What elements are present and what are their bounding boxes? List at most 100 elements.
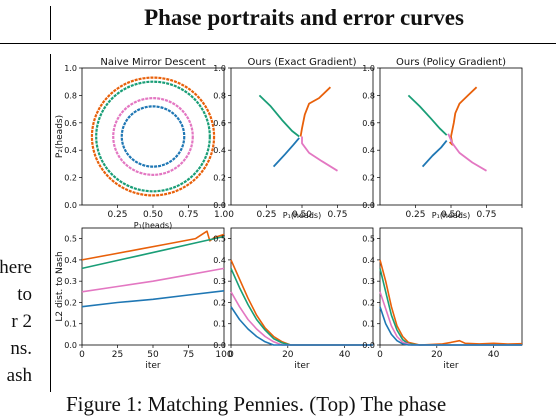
tick-label: 0.1 <box>362 320 375 329</box>
left-text-line: to <box>17 284 32 305</box>
tick-label: 20 <box>282 350 294 360</box>
tick-label: 100 <box>215 350 232 360</box>
tick-label: 0.0 <box>362 341 375 350</box>
tick-label: 1.0 <box>362 64 375 73</box>
tick-label: 0.0 <box>64 201 77 210</box>
tick-label: 1.0 <box>213 64 226 73</box>
series-line <box>81 230 225 261</box>
tick-label: 0.50 <box>143 210 163 220</box>
tick-label: 0.1 <box>213 320 226 329</box>
tick-label: 0.5 <box>213 235 226 244</box>
series-line <box>407 94 448 136</box>
series-line <box>81 290 225 308</box>
series-line <box>272 137 300 168</box>
tick-label: 25 <box>112 350 123 360</box>
left-text-line: ns. <box>10 338 32 359</box>
column-divider-top <box>50 6 51 40</box>
series-orbit <box>112 97 194 176</box>
column-divider <box>50 54 51 392</box>
tick-label: 0.0 <box>64 341 77 350</box>
tick-label: 0 <box>79 350 85 360</box>
series-line <box>299 86 332 137</box>
tick-label: 0.4 <box>64 256 77 265</box>
tick-label: 0.0 <box>213 201 226 210</box>
series-line <box>81 267 225 293</box>
top-rule <box>0 43 556 44</box>
x-axis-label: iter <box>145 361 161 371</box>
y-axis-label: L2 dist. to Nash <box>55 251 65 321</box>
tick-label: 0.2 <box>64 298 77 307</box>
tick-label: 0.5 <box>64 235 77 244</box>
figure-caption: Figure 1: Matching Pennies. (Top) The ph… <box>66 392 447 416</box>
tick-label: 0 <box>228 350 234 360</box>
tick-label: 0.25 <box>405 210 425 220</box>
series-line <box>447 133 487 172</box>
x-axis-label: iter <box>294 361 310 371</box>
series-line <box>448 86 478 146</box>
tick-label: 0.50 <box>292 210 312 220</box>
tick-label: 0 <box>377 350 383 360</box>
tick-label: 1.00 <box>214 210 234 220</box>
tick-label: 0.3 <box>64 277 77 286</box>
tick-label: 40 <box>339 350 351 360</box>
tick-label: 75 <box>183 350 194 360</box>
tick-label: 0.0 <box>213 341 226 350</box>
series-line <box>379 306 522 346</box>
series-orbit <box>95 80 211 193</box>
tick-label: 0.2 <box>362 298 375 307</box>
tick-label: 0.2 <box>213 298 226 307</box>
tick-label: 0.3 <box>213 277 226 286</box>
tick-label: 0.2 <box>362 174 375 183</box>
series-line <box>301 136 338 172</box>
panel-title: Naive Mirror Descent <box>100 57 205 68</box>
tick-label: 0.6 <box>362 119 375 128</box>
tick-label: 0.2 <box>213 174 226 183</box>
series-line <box>421 140 448 168</box>
tick-label: 0.4 <box>213 256 226 265</box>
tick-label: 0.4 <box>213 146 226 155</box>
tick-label: 0.6 <box>64 119 77 128</box>
axes-frame <box>81 227 225 346</box>
tick-label: 0.75 <box>178 210 198 220</box>
panel-title: Ours (Exact Gradient) <box>248 57 357 68</box>
left-text-line: r 2 <box>11 311 32 332</box>
section-heading: Phase portraits and error curves <box>144 5 464 30</box>
tick-label: 0.8 <box>362 91 375 100</box>
axes-frame <box>230 227 374 346</box>
tick-label: 0.75 <box>327 210 347 220</box>
tick-label: 0.3 <box>362 277 375 286</box>
tick-label: 0.50 <box>441 210 461 220</box>
y-axis-label: P₂(heads) <box>55 115 65 158</box>
x-axis-label: iter <box>443 361 459 371</box>
series-orbit <box>90 76 216 197</box>
x-axis-label: P₁(heads) <box>283 211 321 220</box>
panel-title: Ours (Policy Gradient) <box>396 57 506 68</box>
tick-label: 0.4 <box>64 146 77 155</box>
axes-frame <box>379 227 523 346</box>
tick-label: 1.0 <box>64 64 77 73</box>
tick-label: 0.1 <box>64 320 77 329</box>
tick-label: 0.5 <box>362 235 375 244</box>
tick-label: 0.75 <box>476 210 496 220</box>
tick-label: 0.25 <box>256 210 276 220</box>
tick-label: 0.25 <box>107 210 127 220</box>
tick-label: 20 <box>431 350 443 360</box>
tick-label: 0.2 <box>64 174 77 183</box>
series-line <box>81 235 225 270</box>
left-column-text: here to r 2 ns. ash <box>0 254 32 389</box>
tick-label: 0.6 <box>213 119 226 128</box>
tick-label: 0.4 <box>362 256 375 265</box>
tick-label: 0.0 <box>362 201 375 210</box>
tick-label: 0.8 <box>213 91 226 100</box>
series-line <box>379 259 523 346</box>
tick-label: 0.8 <box>64 91 77 100</box>
series-line <box>230 291 373 346</box>
series-line <box>230 306 373 346</box>
tick-label: 50 <box>147 350 159 360</box>
tick-label: 40 <box>488 350 500 360</box>
series-orbit <box>120 105 186 168</box>
series-line <box>258 94 300 138</box>
left-text-line: here <box>0 257 32 278</box>
x-axis-label: P₁(heads) <box>432 211 470 220</box>
